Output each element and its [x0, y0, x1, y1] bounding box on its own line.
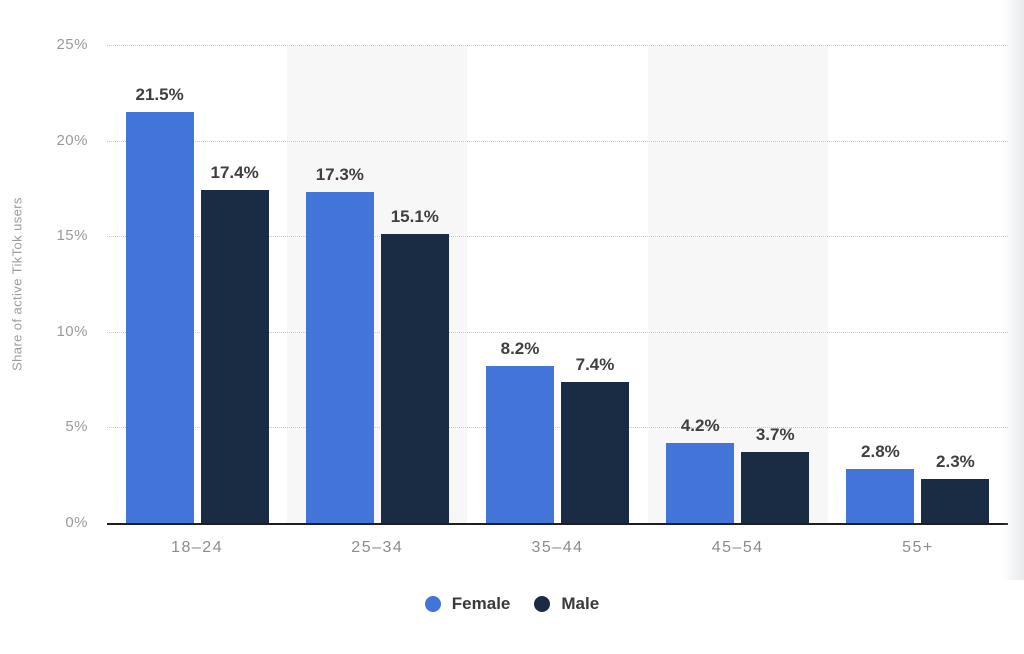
y-tick-label-5: 5%	[65, 418, 88, 436]
legend-swatch-female	[424, 596, 441, 612]
x-tick-label-35-44: 35–44	[531, 539, 584, 556]
gridline-20pct	[107, 140, 1008, 142]
legend-item-male[interactable]: Male	[534, 594, 599, 614]
legend-item-female[interactable]: Female	[424, 594, 511, 614]
value-label-female-25-34: 17.3%	[315, 165, 364, 185]
bar-male-25-34	[380, 234, 449, 523]
y-tick-label-15: 15%	[56, 227, 88, 245]
y-tick-label-20: 20%	[56, 131, 88, 149]
legend: Female Male	[0, 591, 1024, 617]
gridline-25pct	[107, 45, 1008, 46]
bar-female-55+	[846, 469, 915, 523]
x-tick-label-55+: 55+	[902, 539, 934, 556]
bar-male-18-24	[200, 190, 269, 523]
gridline-15pct	[107, 236, 1008, 238]
y-tick-label-25: 25%	[56, 36, 88, 53]
y-tick-label-0: 0%	[65, 514, 88, 531]
value-label-female-35-44: 8.2%	[500, 339, 540, 359]
value-label-male-18-24: 17.4%	[210, 163, 259, 183]
bar-female-18-24	[125, 111, 194, 523]
value-label-male-25-34: 15.1%	[390, 207, 439, 227]
x-tick-label-25-34: 25–34	[351, 539, 404, 556]
x-tick-label-18-24: 18–24	[171, 539, 224, 556]
bar-female-45-54	[666, 442, 735, 523]
value-label-male-45-54: 3.7%	[755, 425, 795, 445]
value-label-female-45-54: 4.2%	[680, 415, 720, 435]
value-label-female-18-24: 21.5%	[135, 84, 184, 104]
bar-male-45-54	[741, 452, 810, 523]
bar-female-35-44	[486, 366, 554, 523]
value-label-female-55+: 2.8%	[861, 442, 900, 462]
value-label-male-35-44: 7.4%	[575, 354, 615, 374]
value-label-male-55+: 2.3%	[936, 452, 975, 472]
legend-label-female: Female	[451, 594, 511, 613]
gridline-5pct	[107, 427, 1008, 429]
bar-male-35-44	[561, 381, 629, 523]
gridline-10pct	[107, 331, 1008, 333]
legend-label-male: Male	[561, 594, 600, 613]
x-axis-line	[107, 523, 1008, 525]
bar-female-25-34	[305, 192, 374, 523]
bar-male-55+	[921, 479, 990, 523]
x-tick-label-45-54: 45–54	[711, 539, 764, 556]
y-tick-label-10: 10%	[56, 322, 88, 340]
legend-swatch-male	[534, 596, 551, 612]
